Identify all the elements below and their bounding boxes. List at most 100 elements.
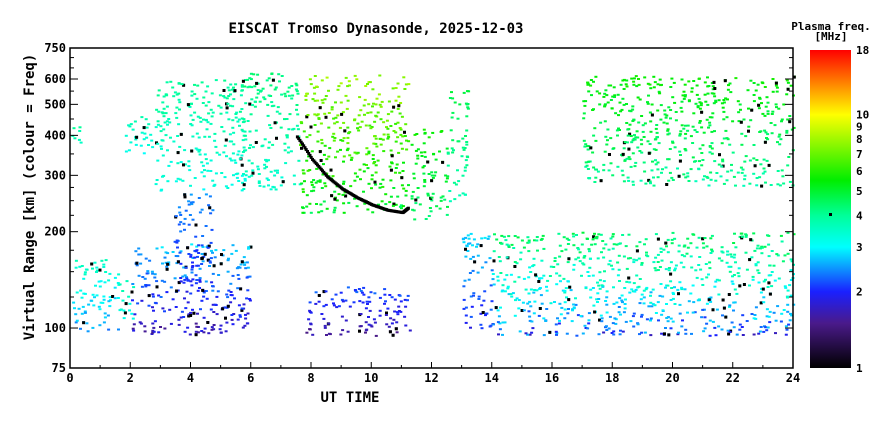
data-point — [612, 302, 616, 305]
data-point — [651, 303, 655, 306]
trace-point — [329, 168, 333, 172]
data-point — [484, 314, 487, 317]
data-point — [699, 104, 703, 107]
data-point — [202, 188, 206, 191]
data-point — [346, 99, 350, 102]
data-point — [204, 225, 208, 227]
data-point — [430, 196, 434, 199]
x-tick-label: 6 — [247, 371, 254, 385]
trace-point — [388, 330, 392, 334]
trace-point — [656, 237, 660, 241]
data-point — [200, 81, 204, 84]
data-point — [735, 333, 739, 336]
data-point — [183, 274, 187, 277]
data-point — [271, 143, 275, 146]
data-point — [726, 329, 730, 332]
data-point — [127, 149, 131, 152]
data-point — [655, 131, 659, 134]
data-point — [218, 153, 222, 156]
data-point — [305, 205, 309, 208]
data-point — [161, 154, 165, 157]
data-point — [446, 152, 450, 155]
data-point — [500, 234, 504, 237]
data-point — [694, 102, 698, 105]
data-point — [225, 111, 229, 114]
data-point — [680, 100, 684, 103]
data-point — [689, 292, 693, 295]
data-point — [695, 131, 699, 133]
data-point — [448, 97, 452, 99]
data-point — [780, 120, 783, 123]
data-point — [295, 90, 299, 93]
data-point — [653, 304, 657, 307]
data-point — [627, 156, 631, 159]
data-point — [401, 135, 405, 138]
data-point — [241, 151, 245, 153]
data-point — [308, 134, 312, 137]
data-point — [654, 148, 658, 151]
data-point — [359, 313, 363, 315]
data-point — [555, 272, 559, 275]
data-point — [700, 316, 704, 319]
data-point — [390, 296, 394, 299]
data-point — [682, 266, 686, 269]
data-point — [705, 245, 709, 248]
data-point — [263, 138, 267, 141]
trace-point — [203, 252, 207, 256]
trace-point — [589, 146, 593, 150]
data-point — [325, 158, 329, 161]
data-point — [129, 141, 133, 144]
data-point — [771, 90, 775, 93]
data-point — [215, 313, 219, 316]
data-point — [553, 257, 557, 260]
data-point — [360, 120, 364, 123]
data-point — [240, 108, 244, 110]
trace-point — [722, 306, 726, 310]
trace-point — [727, 332, 731, 336]
data-point — [607, 327, 611, 330]
data-point — [611, 235, 615, 238]
data-point — [179, 161, 183, 164]
data-point — [212, 311, 216, 313]
data-point — [374, 103, 378, 106]
data-point — [81, 305, 85, 308]
data-point — [636, 136, 640, 139]
data-point — [438, 207, 442, 210]
data-point — [240, 189, 244, 192]
trace-point — [627, 276, 631, 280]
data-point — [695, 84, 699, 87]
trace-point — [233, 89, 237, 93]
data-point — [671, 96, 675, 99]
data-point — [301, 169, 305, 172]
data-point — [625, 85, 629, 88]
data-point — [528, 315, 532, 318]
data-point — [504, 239, 508, 242]
data-point — [588, 177, 592, 180]
data-point — [244, 138, 248, 141]
trace-point — [295, 135, 299, 139]
data-point — [703, 327, 707, 330]
data-point — [276, 171, 279, 174]
data-point — [392, 187, 396, 189]
data-point — [248, 130, 252, 133]
trace-point — [768, 292, 772, 296]
data-point — [726, 88, 730, 91]
data-point — [404, 189, 408, 192]
data-point — [187, 160, 191, 163]
data-point — [760, 252, 764, 255]
data-point — [619, 83, 623, 86]
data-point — [726, 138, 730, 141]
data-point — [706, 103, 710, 106]
data-point — [646, 82, 650, 85]
data-point — [770, 113, 774, 115]
data-point — [394, 122, 398, 125]
data-point — [362, 163, 366, 166]
data-point — [339, 101, 343, 104]
data-point — [131, 317, 135, 320]
data-point — [206, 246, 210, 249]
data-point — [379, 118, 383, 121]
data-point — [677, 250, 681, 253]
data-point — [461, 238, 465, 241]
data-point — [510, 295, 514, 298]
data-point — [618, 333, 622, 336]
